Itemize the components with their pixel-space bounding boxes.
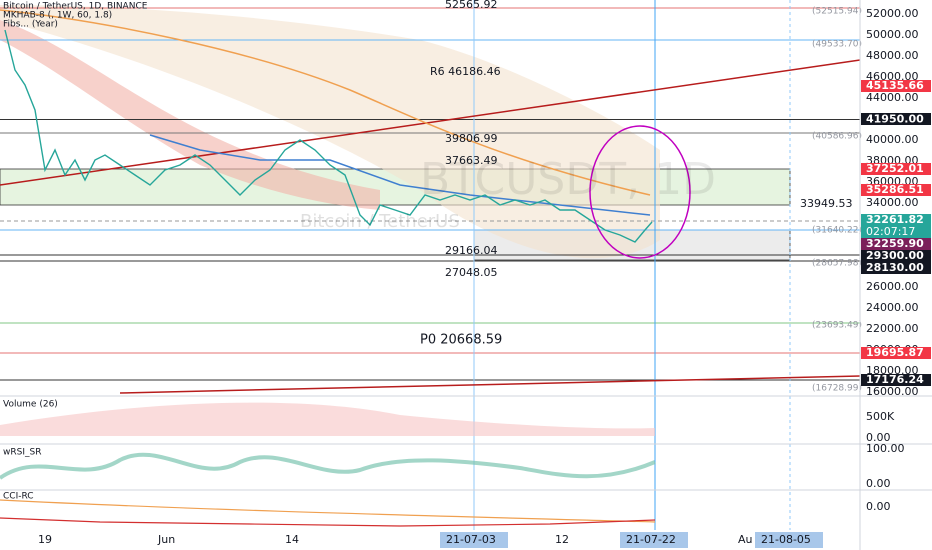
time-label: 21-07-03 [446, 533, 496, 546]
fib-label: 29166.04 [445, 244, 498, 257]
highlight-circle [589, 125, 691, 259]
fib-price: (49533.70) [812, 40, 862, 50]
price-tick: 46000.00 [866, 70, 919, 83]
fibs: Fibs... (Year) [3, 20, 58, 30]
pane-title: Volume (26) [3, 400, 58, 410]
levels [0, 0, 860, 530]
rsi-line [0, 452, 656, 480]
time-label: Au [738, 533, 753, 546]
price-tag: 32259.90 [866, 237, 924, 250]
price-tick: 52000.00 [866, 7, 919, 20]
price-tick: 34000.00 [866, 196, 919, 209]
fib-price: (16728.99) [812, 384, 862, 394]
price-tag: 37252.01 [866, 162, 924, 175]
indicator: MKHAB-8 (, 1W, 60, 1.8) [3, 11, 112, 21]
moving-average [0, 9, 651, 196]
volume-area [0, 402, 655, 436]
fib-label: P0 20668.59 [420, 333, 502, 348]
cci-line [0, 499, 656, 523]
fib-label: 33949.53 [800, 197, 853, 210]
countdown: 02:07:17 [866, 225, 915, 238]
price-tag: 35286.51 [866, 183, 924, 196]
price-tick: 22000.00 [866, 322, 919, 335]
pane-title: CCI-RC [3, 492, 34, 502]
price-tag: 41950.00 [866, 113, 924, 126]
fib-price: (28657.98) [812, 259, 862, 269]
price-tag: 32261.82 [866, 213, 924, 226]
trend-line [119, 375, 861, 394]
fib-price: (31640.22) [812, 226, 862, 236]
time-label: Jun [157, 533, 175, 546]
fib-label: 27048.05 [445, 266, 498, 279]
fib-label: 37663.49 [445, 154, 498, 167]
price-tag: 29300.00 [866, 249, 924, 262]
time-label: 21-08-05 [761, 533, 811, 546]
axis-label: 0.00 [866, 477, 891, 490]
price-tag: 17176.24 [866, 373, 924, 386]
symbol: Bitcoin / TetherUS, 1D, BINANCE [3, 2, 148, 12]
fib-label: 39806.99 [445, 132, 498, 145]
axis-label: 0.00 [866, 431, 891, 444]
band [0, 5, 660, 259]
price-tick: 50000.00 [866, 28, 919, 41]
price-tick: 40000.00 [866, 133, 919, 146]
price-tag: 45135.66 [866, 79, 924, 92]
axis-label: 100.00 [866, 442, 905, 455]
price-line [4, 29, 653, 243]
price-tag: 19695.87 [866, 346, 924, 359]
axis-label: 500K [866, 410, 895, 423]
price-tags: 45135.66 41950.00 37252.01 35286.51 3226… [861, 79, 931, 386]
trend-line [0, 59, 861, 186]
axis-label: 0.00 [866, 500, 891, 513]
fib-labels: 52565.92 R6 46186.46 39806.99 37663.49 3… [420, 0, 862, 394]
price-tag: 28130.00 [866, 261, 924, 274]
time-label: 12 [555, 533, 569, 546]
fib-label: 52565.92 [445, 0, 498, 11]
time-label: 21-07-22 [626, 533, 676, 546]
fib-price: (23693.49) [812, 321, 862, 331]
watermark: Bitcoin / TetherUS [300, 211, 460, 232]
fib-price: (52515.94) [812, 7, 862, 17]
pane-title: wRSI_SR [3, 448, 41, 458]
time-axis: 19 Jun 14 21-07-03 12 21-07-22 Au 21-08-… [38, 532, 823, 548]
price-tick: 44000.00 [866, 91, 919, 104]
time-label: 14 [285, 533, 299, 546]
fib-label: R6 46186.46 [430, 65, 501, 78]
price-tick: 16000.00 [866, 385, 919, 398]
cloud [0, 20, 380, 210]
time-label: 19 [38, 533, 52, 546]
price-tick: 48000.00 [866, 49, 919, 62]
fib-price: (40586.96) [812, 132, 862, 142]
watermark: BTCUSDT, 1D [420, 154, 716, 205]
ma-line [149, 134, 651, 216]
price-tick: 24000.00 [866, 301, 919, 314]
price-tick: 26000.00 [866, 280, 919, 293]
cci-line [0, 517, 656, 527]
price-tick: 18000.00 [866, 364, 919, 377]
